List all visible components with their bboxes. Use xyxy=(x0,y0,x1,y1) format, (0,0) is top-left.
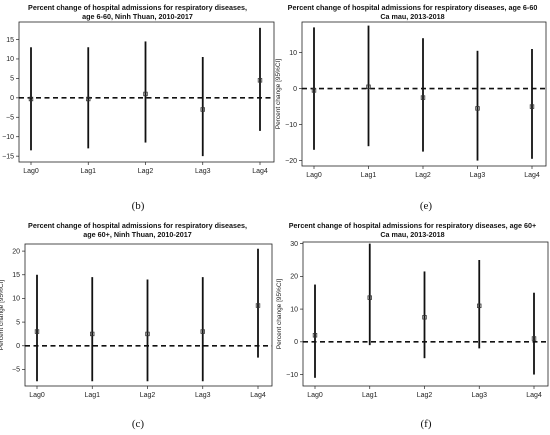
chart-c: −5 0 5 10 15 20 Percent change [95%CI] Lag0 Lag1… xyxy=(0,243,273,399)
chart-panel-e: Percent change of hospital admissions fo… xyxy=(275,0,550,218)
point-estimate xyxy=(28,96,34,102)
x-tick-label: Lag0 xyxy=(23,168,39,175)
chart-f: −10 0 10 20 30 Percent change [95%CI] Lag0 Lag1… xyxy=(276,241,549,399)
x-tick-label: Lag4 xyxy=(526,392,542,399)
chart-title-b-line1: Percent change of hospital admissions fo… xyxy=(28,3,247,12)
y-tick-label: −15 xyxy=(2,153,14,160)
point-estimate xyxy=(255,303,261,308)
y-tick-label: 10 xyxy=(289,50,297,57)
point-estimate xyxy=(34,329,40,334)
chart-title-f-line2: Ca mau, 2013-2018 xyxy=(380,230,445,239)
y-tick-label: 5 xyxy=(16,319,20,326)
y-tick-label: −10 xyxy=(286,372,298,379)
y-axis-label: Percent change [95%CI] xyxy=(275,59,282,130)
chart-title-b-line2: age 6-60, Ninh Thuan, 2010-2017 xyxy=(82,12,193,21)
x-tick-label: Lag2 xyxy=(417,392,433,399)
y-tick-label: 10 xyxy=(6,56,14,63)
y-tick-label: −5 xyxy=(6,115,14,122)
point-estimate xyxy=(475,106,480,111)
x-tick-label: Lag4 xyxy=(252,168,268,175)
plot-frame xyxy=(301,21,547,167)
x-tick-label: Lag2 xyxy=(140,392,156,399)
chart-title-e-line1: Percent change of hospital admissions fo… xyxy=(287,3,538,12)
point-estimate xyxy=(86,96,91,102)
chart-title-c-line1: Percent change of hospital admissions fo… xyxy=(28,221,247,230)
y-tick-label: −10 xyxy=(2,134,14,141)
point-estimate xyxy=(200,329,205,334)
chart-title-c: Percent change of hospital admissions fo… xyxy=(0,221,275,239)
y-tick-label: 15 xyxy=(6,37,14,44)
point-estimate xyxy=(257,78,263,83)
x-tick-label: Lag4 xyxy=(524,172,540,179)
x-tick-label: Lag3 xyxy=(195,392,211,399)
y-tick-label: 0 xyxy=(294,339,298,346)
point-estimate xyxy=(367,295,372,300)
point-estimate xyxy=(312,333,318,338)
y-tick-label: 0 xyxy=(293,86,297,93)
y-tick-label: 20 xyxy=(290,274,298,281)
chart-title-e-line2: Ca mau, 2013-2018 xyxy=(380,12,445,21)
x-tick-label: Lag3 xyxy=(195,168,211,175)
panel-label-e: (e) xyxy=(419,200,433,212)
chart-title-f-line1: Percent change of hospital admissions fo… xyxy=(288,221,537,230)
x-tick-label: Lag1 xyxy=(362,392,378,399)
plot-frame xyxy=(18,21,275,163)
y-tick-label: −10 xyxy=(285,122,297,129)
chart-title-b: Percent change of hospital admissions fo… xyxy=(0,3,275,21)
point-estimate xyxy=(477,303,482,309)
y-axis-label: Percent change [95%CI] xyxy=(0,280,5,351)
y-tick-label: 20 xyxy=(12,248,20,255)
plot-frame xyxy=(24,243,273,387)
point-estimate xyxy=(420,95,426,100)
chart-b: −15−10−5051015Percent change [95%CI]Lag0… xyxy=(2,21,275,175)
x-tick-label: Lag4 xyxy=(250,392,266,399)
point-estimate xyxy=(311,88,317,93)
point-estimate xyxy=(529,104,535,109)
point-estimate xyxy=(366,84,371,89)
chart-title-c-line2: age 60+, Ninh Thuan, 2010-2017 xyxy=(83,230,192,239)
y-tick-label: 5 xyxy=(10,76,14,83)
x-tick-label: Lag1 xyxy=(80,168,96,175)
y-tick-label: −5 xyxy=(12,367,20,374)
y-tick-label: 0 xyxy=(16,343,20,350)
y-tick-label: 30 xyxy=(290,241,298,248)
plot-frame xyxy=(302,241,549,387)
point-estimate xyxy=(422,315,427,320)
y-tick-label: 0 xyxy=(10,95,14,102)
y-tick-label: −20 xyxy=(285,158,297,165)
chart-title-f: Percent change of hospital admissions fo… xyxy=(275,221,550,239)
point-estimate xyxy=(531,336,537,341)
x-tick-label: Lag1 xyxy=(84,392,100,399)
y-tick-label: 10 xyxy=(290,306,298,313)
point-estimate xyxy=(143,91,148,97)
y-tick-label: 15 xyxy=(12,272,20,279)
x-tick-label: Lag0 xyxy=(29,392,45,399)
point-estimate xyxy=(90,331,95,337)
panel-label-b: (b) xyxy=(131,200,145,212)
point-estimate xyxy=(145,331,150,337)
chart-e: −20 −10 0 10 Percent change [95%CI] Lag0 Lag1 L… xyxy=(275,21,547,179)
panel-label-f: (f) xyxy=(420,418,432,430)
chart-title-e: Percent change of hospital admissions fo… xyxy=(275,3,550,21)
y-tick-label: 10 xyxy=(12,296,20,303)
chart-panel-f: Percent change of hospital admissions fo… xyxy=(275,218,550,435)
panel-label-c: (c) xyxy=(131,418,145,430)
y-axis-label: Percent change [95%CI] xyxy=(276,279,283,350)
point-estimate xyxy=(200,107,205,112)
x-tick-label: Lag3 xyxy=(471,392,487,399)
x-tick-label: Lag3 xyxy=(470,172,486,179)
x-tick-label: Lag1 xyxy=(361,172,377,179)
x-tick-label: Lag0 xyxy=(307,392,323,399)
chart-panel-c: Percent change of hospital admissions fo… xyxy=(0,218,275,435)
chart-panel-b: Percent change of hospital admissions fo… xyxy=(0,0,275,218)
x-tick-label: Lag0 xyxy=(306,172,322,179)
x-tick-label: Lag2 xyxy=(415,172,431,179)
x-tick-label: Lag2 xyxy=(138,168,154,175)
